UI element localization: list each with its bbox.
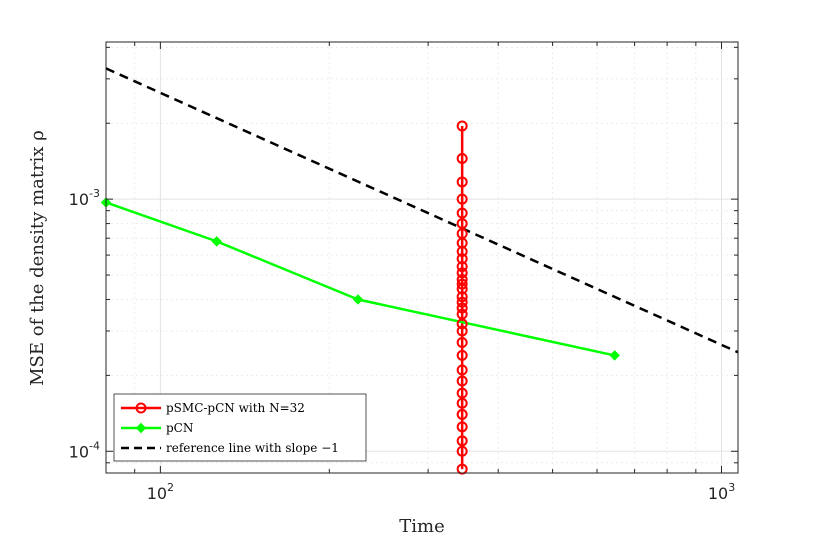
data-point-circle	[456, 318, 468, 330]
legend-label-pcn: pCN	[166, 421, 193, 435]
data-point-circle	[456, 445, 468, 457]
data-point-circle	[456, 408, 468, 420]
series-line-1	[106, 201, 615, 357]
ticks: 102 103 10-4 10-3	[69, 42, 738, 503]
y-tick-label: 10-3	[69, 187, 100, 209]
y-axis-title: MSE of the density matrix ρ	[27, 130, 48, 386]
data-point-circle	[456, 261, 468, 273]
y-tick-label: 10-4	[69, 439, 100, 461]
data-point-circle	[456, 463, 468, 475]
data-point-circle	[456, 253, 468, 265]
series-layer	[106, 67, 738, 470]
data-point-circle	[456, 387, 468, 399]
legend-entry-pcn: pCN	[121, 421, 193, 435]
legend-marker-psmc	[135, 402, 147, 414]
data-point-circle	[456, 218, 468, 230]
data-point-circle	[456, 364, 468, 376]
legend-marker-pcn	[135, 422, 147, 434]
data-point-circle	[456, 267, 468, 279]
data-point-circle	[456, 325, 468, 337]
data-point-circle	[456, 278, 468, 290]
legend: pSMC-pCN with N=32 pCN reference line wi…	[113, 393, 367, 462]
marker-layer	[100, 120, 620, 475]
axes-frame	[105, 41, 739, 474]
legend-label-reference: reference line with slope −1	[166, 441, 339, 455]
legend-entry-psmc: pSMC-pCN with N=32	[121, 401, 305, 415]
legend-entry-reference: reference line with slope −1	[121, 441, 339, 455]
data-point-circle	[456, 245, 468, 257]
data-point-circle	[456, 152, 468, 164]
data-point-circle	[456, 207, 468, 219]
data-point-circle	[456, 435, 468, 447]
data-point-circle	[456, 302, 468, 314]
legend-label-psmc: pSMC-pCN with N=32	[166, 401, 305, 415]
series-line-2	[106, 67, 738, 354]
data-point-circle	[456, 176, 468, 188]
data-point-circle	[456, 296, 468, 308]
data-point-circle	[456, 375, 468, 387]
data-point-circle	[456, 349, 468, 361]
data-point-circle	[456, 120, 468, 132]
data-point-circle	[456, 291, 468, 303]
data-point-circle	[456, 397, 468, 409]
x-tick-label: 103	[708, 481, 735, 503]
data-point-circle	[456, 283, 468, 295]
data-point-diamond	[352, 294, 364, 305]
data-point-circle	[456, 421, 468, 433]
data-point-diamond	[211, 236, 222, 247]
x-axis-title: Time	[399, 516, 444, 537]
data-point-diamond	[609, 350, 620, 361]
data-point-circle	[456, 337, 468, 349]
data-point-circle	[456, 193, 468, 205]
x-tick-label: 102	[147, 481, 174, 503]
